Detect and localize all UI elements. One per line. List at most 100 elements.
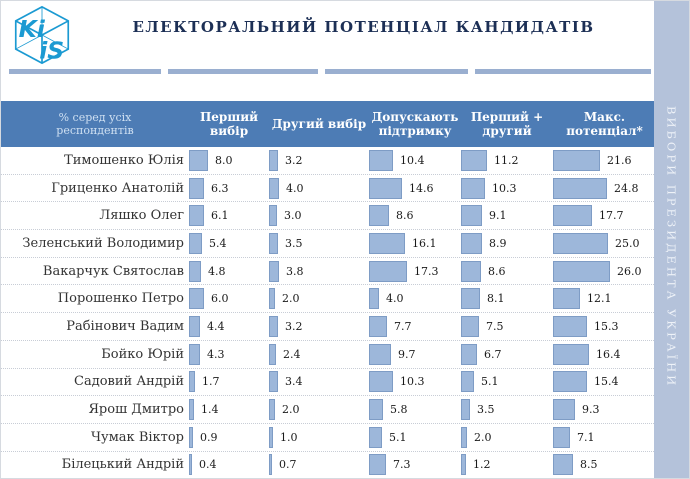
value-cell-first-plus-second: 8.9 <box>461 230 553 257</box>
value-cell-first-choice: 6.1 <box>189 202 269 229</box>
value-bar <box>461 232 482 254</box>
value-bar <box>369 426 382 448</box>
value-bar <box>461 149 487 171</box>
value-cell-allow-support: 14.6 <box>369 175 461 202</box>
value-bar <box>189 454 192 476</box>
value-label: 4.3 <box>207 347 225 361</box>
value-cell-allow-support: 16.1 <box>369 230 461 257</box>
value-cell-first-plus-second: 6.7 <box>461 341 553 368</box>
value-label: 4.0 <box>286 181 304 195</box>
value-label: 8.5 <box>580 458 598 472</box>
value-cell-second-choice: 1.0 <box>269 424 369 451</box>
value-bar <box>461 454 466 476</box>
candidate-name: Тимошенко Юлія <box>64 152 184 168</box>
value-bar <box>553 454 573 476</box>
value-cell-max-potential: 24.8 <box>553 175 656 202</box>
value-cell-first-plus-second: 7.5 <box>461 313 553 340</box>
value-label: 8.1 <box>487 292 505 306</box>
value-label: 11.2 <box>494 153 519 167</box>
value-label: 3.5 <box>477 403 495 417</box>
value-label: 12.1 <box>587 292 612 306</box>
value-cell-allow-support: 10.3 <box>369 369 461 396</box>
value-bar <box>553 260 610 282</box>
table-row: Тимошенко Юлія 8.0 3.2 10.4 11.2 21.6 <box>1 147 656 175</box>
logo-text-bottom: iS <box>39 36 64 64</box>
value-bar <box>369 149 393 171</box>
value-cell-allow-support: 7.3 <box>369 452 461 478</box>
value-label: 2.4 <box>283 347 301 361</box>
value-bar <box>269 426 273 448</box>
value-bar <box>269 315 278 337</box>
table-row: Гриценко Анатолій 6.3 4.0 14.6 10.3 24.8 <box>1 175 656 203</box>
value-cell-max-potential: 17.7 <box>553 202 656 229</box>
column-header-max-potential: Макс. потенціал* <box>566 109 643 138</box>
value-cell-second-choice: 3.5 <box>269 230 369 257</box>
candidate-name: Ляшко Олег <box>99 208 184 224</box>
value-cell-allow-support: 5.1 <box>369 424 461 451</box>
value-bar <box>269 177 279 199</box>
sidebar-banner-label: ВИБОРИ ПРЕЗИДЕНТА УКРАЇНИ <box>664 106 679 389</box>
value-bar <box>553 205 592 227</box>
value-label: 4.4 <box>207 319 225 333</box>
value-cell-max-potential: 15.3 <box>553 313 656 340</box>
value-bar <box>369 399 383 421</box>
table-row: Садовий Андрій 1.7 3.4 10.3 5.1 15.4 <box>1 369 656 397</box>
value-cell-first-choice: 4.4 <box>189 313 269 340</box>
value-bar <box>369 205 389 227</box>
value-label: 7.3 <box>393 458 411 472</box>
value-label: 3.5 <box>285 236 303 250</box>
column-header-allow-support: Допускають підтримку <box>371 109 459 138</box>
value-bar <box>461 426 467 448</box>
value-label: 14.6 <box>409 181 434 195</box>
value-bar <box>189 260 201 282</box>
value-cell-max-potential: 16.4 <box>553 341 656 368</box>
value-label: 16.4 <box>596 347 621 361</box>
table-row: Рабінович Вадим 4.4 3.2 7.7 7.5 15.3 <box>1 313 656 341</box>
logo-text-top: Ki <box>19 15 46 43</box>
value-cell-first-plus-second: 2.0 <box>461 424 553 451</box>
value-cell-allow-support: 7.7 <box>369 313 461 340</box>
value-bar <box>369 315 387 337</box>
value-bar <box>369 177 402 199</box>
value-bar <box>369 343 391 365</box>
value-label: 8.6 <box>396 209 414 223</box>
value-cell-first-plus-second: 1.2 <box>461 452 553 478</box>
candidate-name: Ярош Дмитро <box>88 402 184 418</box>
value-bar <box>189 371 195 393</box>
table-row: Вакарчук Святослав 4.8 3.8 17.3 8.6 26.0 <box>1 258 656 286</box>
value-cell-first-choice: 1.4 <box>189 396 269 423</box>
value-cell-max-potential: 7.1 <box>553 424 656 451</box>
value-bar <box>369 260 407 282</box>
value-label: 3.2 <box>285 319 303 333</box>
value-cell-first-plus-second: 5.1 <box>461 369 553 396</box>
table-row: Бойко Юрій 4.3 2.4 9.7 6.7 16.4 <box>1 341 656 369</box>
value-label: 1.7 <box>202 375 220 389</box>
divider-segment <box>325 69 468 74</box>
value-cell-first-choice: 4.8 <box>189 258 269 285</box>
value-bar <box>189 315 200 337</box>
table-row: Чумак Віктор 0.9 1.0 5.1 2.0 7.1 <box>1 424 656 452</box>
value-cell-first-plus-second: 3.5 <box>461 396 553 423</box>
value-label: 15.3 <box>594 319 619 333</box>
value-label: 1.4 <box>201 403 219 417</box>
candidate-name: Бойко Юрій <box>101 346 184 362</box>
candidate-name: Гриценко Анатолій <box>51 180 184 196</box>
value-cell-allow-support: 5.8 <box>369 396 461 423</box>
value-bar <box>269 343 276 365</box>
value-bar <box>553 343 589 365</box>
value-cell-max-potential: 21.6 <box>553 147 656 174</box>
value-label: 5.8 <box>390 403 408 417</box>
value-cell-max-potential: 12.1 <box>553 285 656 312</box>
value-label: 24.8 <box>614 181 639 195</box>
value-label: 9.7 <box>398 347 416 361</box>
value-label: 21.6 <box>607 153 632 167</box>
value-cell-allow-support: 17.3 <box>369 258 461 285</box>
column-header-first-choice: Перший вибір <box>199 109 259 138</box>
value-bar <box>369 371 393 393</box>
value-bar <box>269 260 279 282</box>
value-label: 17.3 <box>414 264 439 278</box>
table-header-row: % серед усіх респондентів Перший вибір Д… <box>1 101 656 147</box>
value-label: 3.2 <box>285 153 303 167</box>
value-label: 3.8 <box>286 264 304 278</box>
